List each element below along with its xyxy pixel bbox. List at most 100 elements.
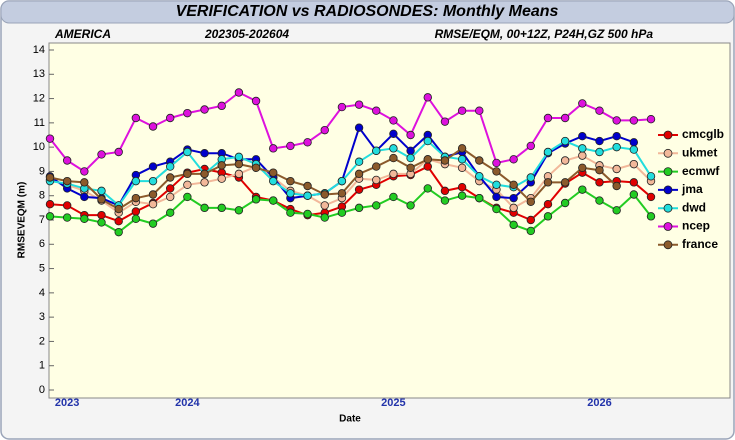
point: [200, 203, 209, 213]
point: [303, 191, 312, 200]
point: [45, 212, 55, 221]
point: [200, 169, 209, 179]
point: [269, 196, 278, 205]
point: [200, 149, 209, 158]
point: [45, 200, 55, 209]
point: [97, 218, 106, 227]
point: [372, 175, 381, 185]
point: [475, 172, 484, 181]
series-line: [49, 147, 618, 211]
point: [286, 141, 295, 151]
point: [509, 155, 518, 164]
point: [62, 213, 72, 222]
point: [578, 185, 587, 194]
point: [389, 192, 398, 202]
point: [165, 113, 175, 123]
point: [629, 138, 639, 147]
point: [372, 106, 381, 115]
point: [303, 209, 312, 219]
point: [389, 153, 398, 163]
point: [62, 156, 72, 165]
point: [595, 147, 604, 157]
point: [148, 122, 158, 131]
point: [646, 172, 656, 181]
point: [423, 93, 432, 102]
point: [509, 193, 518, 203]
x-axis-label: Date: [339, 414, 361, 425]
point: [595, 196, 604, 205]
point: [492, 180, 501, 189]
legend-swatch: [663, 240, 673, 250]
point: [406, 146, 415, 155]
point: [234, 159, 244, 169]
point: [543, 113, 553, 123]
y-tick-label: 3: [39, 311, 45, 323]
point: [629, 145, 639, 154]
point: [62, 176, 72, 186]
legend-swatch: [663, 167, 673, 177]
point: [578, 132, 587, 141]
point: [440, 196, 450, 205]
point: [612, 132, 621, 141]
point: [234, 88, 244, 97]
legend-label: france: [682, 237, 718, 251]
point: [320, 201, 329, 210]
point: [183, 108, 192, 118]
point: [475, 156, 484, 165]
point: [440, 117, 450, 126]
point: [303, 181, 312, 191]
point: [337, 189, 347, 198]
chart-title: VERIFICATION vs RADIOSONDES: Monthly Mea…: [176, 3, 559, 20]
point: [148, 176, 158, 186]
point: [320, 125, 329, 135]
point: [543, 147, 553, 157]
legend-swatch: [663, 203, 673, 213]
point: [578, 163, 587, 172]
point: [612, 142, 621, 152]
point: [286, 189, 295, 198]
point: [526, 141, 535, 151]
point: [560, 136, 570, 146]
legend-label: jma: [681, 182, 703, 196]
y-tick-label: 14: [33, 44, 45, 56]
point: [269, 176, 278, 186]
point: [200, 105, 209, 114]
point: [183, 180, 192, 189]
point: [269, 168, 278, 177]
point: [492, 158, 501, 168]
point: [509, 203, 518, 213]
point: [612, 164, 621, 174]
y-tick-label: 11: [34, 117, 45, 129]
point: [131, 113, 141, 123]
point: [560, 198, 570, 208]
point: [406, 163, 415, 172]
point: [406, 201, 415, 210]
point: [612, 206, 621, 215]
point: [97, 195, 106, 204]
point: [389, 116, 398, 125]
point: [183, 192, 192, 202]
legend-label: ukmet: [682, 145, 717, 159]
y-tick-label: 12: [33, 92, 45, 104]
point: [148, 219, 158, 228]
point: [578, 144, 587, 153]
point: [389, 144, 398, 153]
point: [475, 106, 484, 115]
point: [320, 213, 329, 222]
point: [629, 159, 639, 169]
point: [509, 220, 518, 230]
point: [646, 192, 656, 202]
point: [80, 192, 89, 202]
point: [183, 147, 192, 157]
legend-label: cmcglb: [682, 127, 724, 141]
point: [148, 200, 158, 209]
point: [354, 157, 364, 166]
point: [148, 190, 158, 199]
point: [114, 147, 123, 157]
point: [457, 106, 467, 115]
legend-swatch: [663, 130, 673, 140]
y-tick-label: 10: [33, 141, 45, 153]
point: [269, 144, 278, 153]
